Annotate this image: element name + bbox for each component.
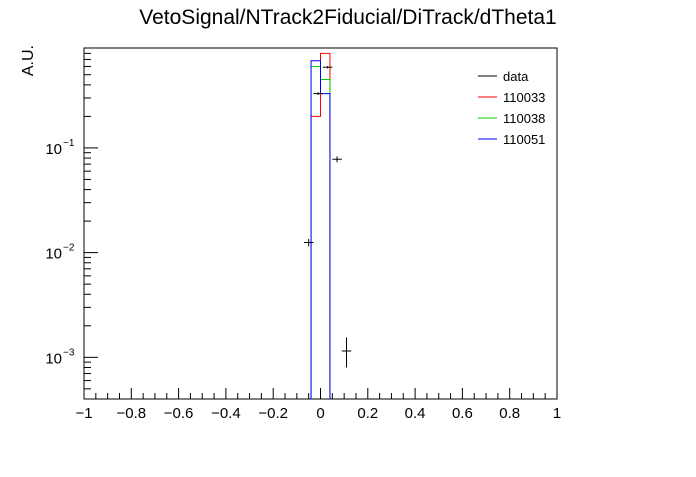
legend-label: 110033	[503, 90, 545, 105]
y-tick-exponent: −2	[63, 243, 75, 254]
x-tick-label: −0.6	[164, 405, 194, 422]
y-tick-label: 10	[45, 246, 62, 263]
data-point	[341, 337, 352, 368]
data-point	[332, 156, 342, 163]
histogram-110051	[310, 60, 331, 399]
y-tick-label: 10	[45, 350, 62, 367]
x-tick-label: 0.6	[452, 405, 473, 422]
x-tick-label: 0.8	[499, 405, 520, 422]
y-tick-exponent: −3	[63, 347, 75, 358]
plot-area: −1 −0.8 −0.6 −0.4 −0.2 0 0.2 0.4 0.6 0.8 110−310−2…	[45, 47, 561, 422]
x-tick-label: 1	[553, 405, 561, 422]
x-tick-label: 0.4	[405, 405, 426, 422]
legend-item-data: data	[478, 69, 529, 84]
x-tick-label: 0	[316, 405, 324, 422]
y-axis-label: A.U.	[20, 45, 37, 76]
y-tick-label: 10	[45, 141, 62, 158]
data-point	[313, 92, 323, 96]
legend-item-110051: 110051	[478, 132, 545, 147]
x-tick-label: −1	[75, 405, 92, 422]
legend-label: 110038	[503, 111, 545, 126]
x-tick-label: −0.4	[211, 405, 241, 422]
legend-label: 110051	[503, 132, 545, 147]
legend: data 110033 110038 110051	[478, 69, 545, 147]
chart-title: VetoSignal/NTrack2Fiducial/DiTrack/dThet…	[139, 6, 556, 29]
legend-item-110033: 110033	[478, 90, 545, 105]
data-point	[303, 238, 314, 247]
x-tick-label: −0.8	[116, 405, 146, 422]
legend-item-110038: 110038	[478, 111, 545, 126]
x-tick-label: 0.2	[357, 405, 378, 422]
x-tick-label: −0.2	[258, 405, 288, 422]
legend-label: data	[503, 69, 529, 84]
y-tick-exponent: −1	[63, 138, 75, 149]
data-point	[322, 66, 333, 69]
